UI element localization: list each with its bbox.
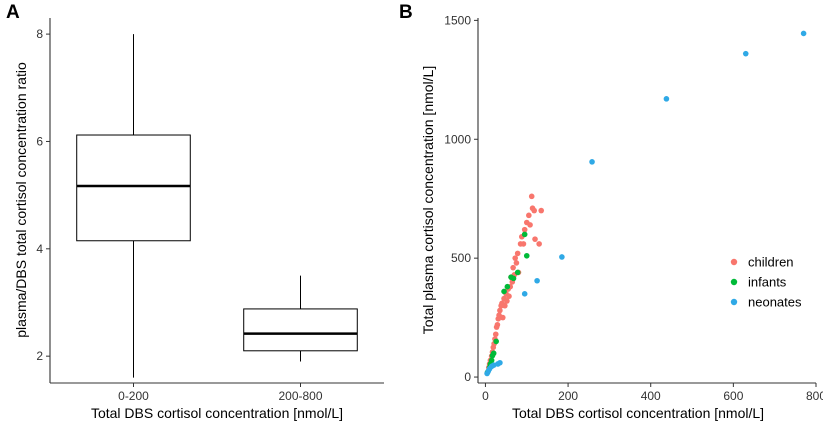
scatter-point-children: [521, 226, 528, 233]
scatter-point-children: [513, 260, 520, 266]
scatter-point-children: [536, 241, 542, 247]
panel-a-y-tick-label: 4: [36, 242, 43, 256]
scatter-point-children: [499, 314, 506, 321]
panel-b-y-tick-label: 1500: [444, 13, 471, 27]
scatter-point-infants: [488, 357, 495, 364]
panel-b-y-tick-label: 1000: [444, 132, 471, 146]
scatter-point-children: [494, 321, 501, 328]
scatter-point-children: [538, 207, 545, 214]
scatter-point-children: [514, 250, 521, 257]
scatter-point-children: [506, 293, 512, 300]
panel-a-label: A: [6, 2, 20, 23]
legend-label-neonates: neonates: [748, 295, 802, 310]
panel-a-y-axis-title: plasma/DBS total cortisol concentration …: [13, 62, 29, 338]
scatter-point-infants: [514, 269, 521, 276]
panel-a-x-tick-label: 0-200: [118, 389, 149, 403]
scatter-point-infants: [493, 338, 499, 345]
scatter-point-neonates: [534, 277, 540, 284]
scatter-point-children: [531, 207, 537, 214]
panel-b-legend: children infants neonates: [730, 255, 802, 310]
scatter-point-neonates: [663, 96, 670, 102]
scatter-point-infants: [490, 350, 497, 357]
panel-b-x-tick-label: 400: [641, 389, 661, 403]
scatter-point-neonates: [497, 359, 503, 366]
scatter-point-infants: [521, 231, 528, 238]
scatter-point-children: [532, 236, 538, 242]
panel-b-label: B: [399, 2, 413, 23]
scatter-point-neonates: [742, 50, 749, 57]
scatter-point-infants: [504, 283, 511, 290]
scatter-point-children: [492, 331, 499, 338]
legend-key-neonates: [730, 298, 738, 306]
panel-a-y-tick-label: 6: [36, 134, 43, 148]
scatter-point-children: [497, 307, 503, 314]
scatter-point-neonates: [800, 30, 807, 37]
panel-a-boxplot: 2 4 6 8 0-200 200-800 Total DBS cortisol con…: [13, 18, 384, 421]
panel-b-x-tick-label: 800: [806, 389, 823, 403]
panel-a-x-tick-label: 200-800: [278, 389, 322, 403]
panel-b-x-tick-label: 600: [723, 389, 743, 403]
scatter-point-neonates: [521, 291, 528, 297]
scatter-point-neonates: [589, 159, 595, 165]
panel-b-x-axis-title: Total DBS cortisol concentration [nmol/L…: [512, 405, 764, 421]
panel-a-y-tick-label: 2: [36, 349, 43, 363]
scatter-point-children: [512, 255, 518, 261]
panel-b-x-tick-label: 200: [558, 389, 578, 403]
panel-b-scatter: 0 500 1000 1500 0 200 400 600 800 children infan…: [420, 13, 823, 421]
scatter-point-children: [527, 222, 533, 228]
scatter-point-children: [502, 302, 508, 309]
legend-label-children: children: [748, 255, 794, 270]
scatter-point-infants: [501, 288, 507, 295]
legend-label-infants: infants: [748, 275, 787, 290]
legend-key-infants: [730, 278, 738, 286]
scatter-point-children: [520, 241, 527, 247]
scatter-point-children: [510, 264, 516, 271]
scatter-point-infants: [510, 275, 517, 282]
box-iqr: [76, 134, 191, 242]
legend-key-children: [730, 258, 738, 266]
panel-a-y-tick-label: 8: [36, 27, 43, 41]
panel-b-y-axis-title: Total plasma cortisol concentration [nmo…: [420, 66, 436, 334]
panel-b-y-tick-label: 500: [451, 251, 471, 265]
panel-b-y-tick-label: 0: [464, 370, 471, 384]
scatter-point-children: [504, 298, 510, 304]
panel-b-x-tick-label: 0: [482, 389, 489, 403]
scatter-point-neonates: [559, 254, 565, 260]
scatter-point-infants: [523, 252, 530, 259]
panel-a-x-axis-title: Total DBS cortisol concentration [nmol/L…: [91, 405, 343, 421]
scatter-point-children: [526, 212, 532, 219]
scatter-point-children: [528, 193, 535, 200]
box-iqr: [243, 308, 358, 352]
